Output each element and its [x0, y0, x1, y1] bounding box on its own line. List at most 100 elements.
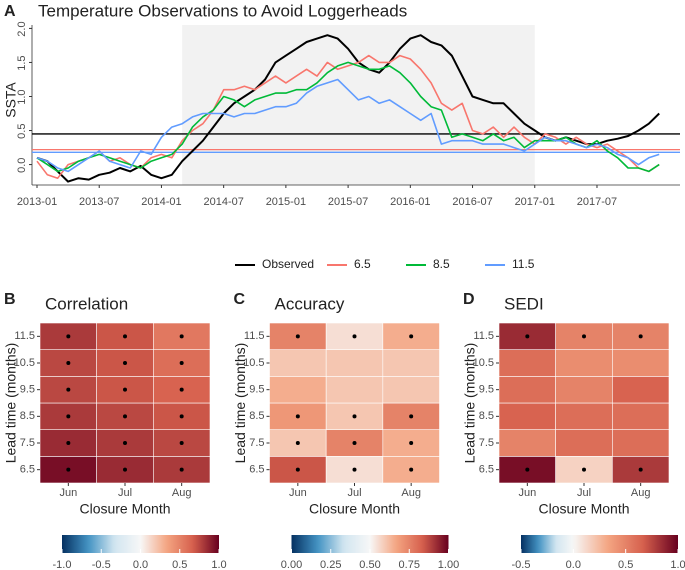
significance-dot: [525, 467, 530, 472]
heatmap-cell: [555, 349, 613, 377]
significance-dot: [179, 334, 184, 339]
x-tick-label: Aug: [631, 487, 651, 499]
y-tick-label: 11.5: [473, 330, 494, 342]
heatmap-cell: [325, 349, 384, 377]
y-tick-label: 8.5: [249, 410, 264, 422]
y-tick-label: 7.5: [249, 437, 264, 449]
panel-letter: A: [4, 3, 16, 20]
y-tick-label: 10.5: [243, 357, 264, 369]
heatmap-cell: [498, 349, 556, 377]
y-tick-label: 6.5: [249, 464, 264, 476]
significance-dot: [179, 387, 184, 392]
y-tick-label: 7.5: [20, 437, 35, 449]
significance-dot: [123, 441, 127, 445]
x-tick-label: 2015-07: [328, 196, 368, 208]
heatmap-cell: [382, 376, 440, 404]
significance-dot: [123, 387, 127, 392]
x-tick-label: 2014-07: [203, 196, 243, 208]
y-tick-label: 10.5: [14, 357, 35, 369]
panel-title: Accuracy: [275, 294, 345, 313]
colorbar-tick-label: 0.75: [399, 559, 420, 570]
x-tick-label: 2013-07: [79, 196, 119, 208]
x-tick-label: 2016-07: [452, 196, 492, 208]
panel-letter: D: [463, 291, 475, 308]
heatmap-cell: [269, 376, 327, 404]
significance-dot: [123, 467, 127, 472]
heatmap-cell: [382, 349, 440, 377]
significance-dot: [179, 361, 184, 365]
y-tick-label: 0.5: [16, 124, 28, 139]
legend-label: 8.5: [433, 257, 450, 271]
heatmap-cell: [325, 376, 384, 404]
y-axis-title: Lead time (months): [3, 343, 19, 464]
y-tick-label: 10.5: [473, 357, 494, 369]
significance-dot: [66, 361, 71, 365]
x-tick-label: Jul: [347, 487, 361, 499]
significance-dot: [295, 414, 300, 419]
x-tick-label: Aug: [172, 487, 192, 499]
significance-dot: [582, 467, 586, 472]
series-line: [36, 78, 660, 173]
colorbar-tick-label: 0.5: [618, 559, 633, 570]
heatmap-cell: [612, 376, 670, 404]
significance-dot: [409, 414, 414, 419]
x-tick-label: Jun: [289, 487, 307, 499]
x-tick-label: Jul: [118, 487, 132, 499]
heatmap-cell: [269, 349, 327, 377]
x-tick-label: 2013-01: [17, 196, 57, 208]
colorbar-tick-label: 0.0: [133, 559, 148, 570]
heatmap-cell: [555, 402, 613, 430]
significance-dot: [638, 467, 643, 472]
panel-title: Correlation: [45, 294, 128, 313]
y-tick-label: 6.5: [20, 464, 35, 476]
x-tick-label: Jun: [59, 487, 77, 499]
colorbar-tick-label: 0.25: [320, 559, 341, 570]
significance-dot: [179, 467, 184, 472]
heatmap-cell: [612, 429, 670, 457]
colorbar-tick-label: 1.0: [670, 559, 685, 570]
significance-dot: [66, 467, 71, 472]
colorbar-tick-label: 1.00: [438, 559, 459, 570]
colorbar: [62, 535, 219, 553]
significance-dot: [66, 441, 71, 445]
significance-dot: [179, 441, 184, 445]
y-tick-label: 11.5: [244, 330, 265, 342]
y-tick-label: 1.0: [16, 89, 28, 104]
y-tick-label: 9.5: [249, 384, 264, 396]
legend-label: Observed: [262, 257, 314, 271]
x-axis-title: Closure Month: [79, 501, 170, 517]
x-tick-label: 2014-01: [141, 196, 181, 208]
heatmap-cell: [498, 429, 556, 457]
x-axis-title: Closure Month: [538, 501, 629, 517]
legend-label: 11.5: [512, 257, 535, 271]
heatmap-cell: [153, 402, 211, 430]
x-tick-label: 2017-01: [515, 196, 555, 208]
significance-dot: [352, 467, 357, 472]
legend-label: 6.5: [354, 257, 371, 271]
panel-letter: C: [234, 291, 246, 308]
colorbar-tick-label: 1.0: [211, 559, 226, 570]
significance-dot: [295, 467, 300, 472]
significance-dot: [409, 441, 414, 445]
x-tick-label: 2016-01: [390, 196, 430, 208]
significance-dot: [179, 414, 184, 419]
y-tick-label: 1.5: [16, 55, 28, 70]
significance-dot: [66, 334, 71, 339]
significance-dot: [352, 441, 357, 445]
y-axis-title: Lead time (months): [462, 343, 478, 464]
significance-dot: [409, 334, 414, 339]
colorbar: [291, 535, 449, 553]
significance-dot: [66, 387, 71, 392]
heatmap-cell: [498, 376, 556, 404]
y-tick-label: 9.5: [20, 384, 35, 396]
shaded-period: [182, 25, 535, 185]
significance-dot: [123, 334, 127, 339]
x-tick-label: 2015-01: [266, 196, 306, 208]
y-tick-label: 8.5: [20, 410, 35, 422]
x-tick-label: 2017-07: [577, 196, 617, 208]
heatmap-cell: [612, 402, 670, 430]
y-axis-title: Lead time (months): [232, 343, 248, 464]
heatmap-cell: [555, 376, 613, 404]
x-tick-label: Jul: [577, 487, 591, 499]
